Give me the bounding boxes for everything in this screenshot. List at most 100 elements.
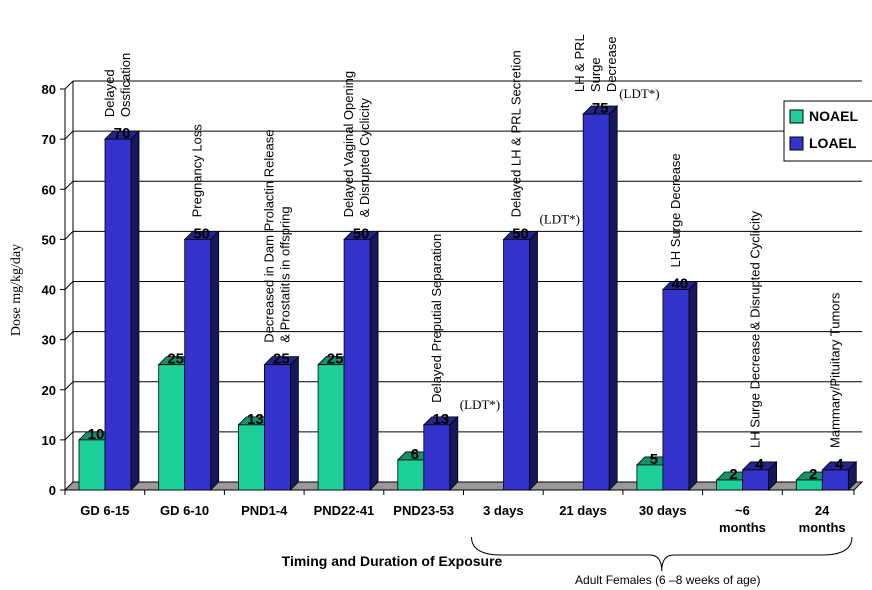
gridline-depth — [64, 331, 74, 340]
gridline-depth — [64, 180, 74, 190]
bar-front — [636, 464, 664, 491]
annotation-text: LH Surge Decrease — [668, 153, 683, 267]
y-tick-label: 0 — [49, 483, 56, 498]
x-tick-label: PND23-53 — [393, 503, 454, 518]
annotation-text: Mammary/Pituitary Tumors — [827, 292, 842, 448]
bar — [343, 230, 380, 491]
legend-swatch — [789, 109, 804, 124]
data-label: 50 — [353, 225, 370, 242]
data-label: 2 — [809, 466, 817, 483]
gridline-depth — [64, 80, 74, 90]
y-tick-label: 80 — [42, 82, 56, 97]
bracket-label: Adult Females (6 –8 weeks of age) — [575, 573, 760, 587]
x-tick-label: GD 6-10 — [160, 503, 209, 518]
bar-series: 10 70 25 50 13 25 25 50 6 13 50 75 5 40 2 4 2 4 — [78, 100, 858, 491]
bar-front — [423, 424, 451, 491]
x-axis: GD 6-15 GD 6-10 PND1-4 PND22-41 PND23-53 3 da… — [64, 489, 855, 535]
bar-front — [503, 238, 530, 491]
x-tick-label: ~6 — [735, 503, 750, 518]
bar-front — [158, 364, 186, 491]
annotation-text: Decreased in Dam Prolactin Release — [261, 130, 276, 343]
bar-side — [529, 230, 538, 491]
data-label: 10 — [88, 426, 105, 443]
adult-females-bracket: Adult Females (6 –8 weeks of age) — [471, 536, 853, 587]
bar — [582, 105, 619, 491]
data-label: 13 — [432, 411, 449, 428]
bar-front — [821, 469, 849, 491]
y-tick-label: 40 — [42, 283, 56, 298]
data-label: 25 — [167, 351, 184, 368]
bar-front — [184, 238, 212, 491]
annotation-text: Pregnancy Loss — [190, 124, 205, 218]
x-tick-label: 21 days — [559, 503, 607, 518]
annotation-text: Delayed — [102, 69, 117, 117]
data-label: 13 — [247, 411, 264, 428]
gridline-depth — [64, 281, 74, 290]
bar-side — [130, 130, 140, 491]
x-tick-label: 3 days — [483, 503, 523, 518]
bar-side — [688, 280, 698, 491]
x-tick-label: months — [799, 520, 846, 535]
bar — [821, 460, 858, 491]
bar — [502, 230, 539, 491]
annotation-text: Delayed Vaginal Opening — [341, 71, 356, 217]
annotation-text: Delayed Preputial Separation — [429, 234, 444, 403]
data-label: 2 — [729, 466, 737, 483]
bracket-line — [471, 536, 853, 572]
bar-side — [369, 230, 379, 491]
y-tick-label: 60 — [42, 182, 56, 197]
bar-side — [608, 105, 618, 491]
data-label: 50 — [193, 225, 210, 242]
data-label: 70 — [114, 125, 131, 142]
annotation-text: Delayed LH & PRL Secretion — [509, 50, 524, 217]
annotation-text: Surge — [588, 57, 603, 92]
y-tick-label: 70 — [42, 132, 56, 147]
bar — [422, 415, 459, 491]
data-label: 25 — [273, 351, 290, 368]
annotation-text: Decrease — [604, 36, 619, 92]
annotation-text: Ossfication — [118, 53, 133, 117]
bar-side — [449, 415, 459, 491]
data-label: 5 — [650, 451, 658, 468]
bar-front — [104, 138, 132, 491]
gridline-depth — [64, 130, 74, 140]
data-label: 4 — [835, 456, 844, 473]
gridline-depth — [64, 231, 74, 240]
y-tick-label: 30 — [42, 333, 56, 348]
annotations: Delayed Ossfication Pregnancy Loss Decrease… — [102, 34, 842, 448]
ldt-label: (LDT*) — [619, 86, 659, 101]
data-label: 6 — [411, 446, 419, 463]
bar-front — [582, 113, 610, 491]
legend-label: NOAEL — [809, 108, 858, 124]
annotation-text: & Prostatitis in offspring — [277, 206, 292, 342]
data-label: 25 — [327, 351, 344, 368]
annotation-text: LH Surge Decrease & Disrupted Cyclicity — [748, 210, 763, 447]
ldt-label: (LDT*) — [460, 397, 500, 412]
legend: NOAEL LOAEL — [783, 100, 872, 162]
data-label: 75 — [592, 100, 609, 117]
data-label: 40 — [672, 276, 689, 293]
bar-front — [263, 364, 291, 491]
y-tick-label: 10 — [42, 433, 56, 448]
bar-side — [210, 230, 220, 491]
bar-front — [742, 469, 769, 491]
gridline-depth — [64, 381, 74, 391]
legend-label: LOAEL — [809, 135, 857, 151]
x-tick-label: 30 days — [639, 503, 687, 518]
bar-side — [289, 355, 299, 491]
bar-front — [397, 459, 425, 491]
y-axis: 0 10 20 30 40 50 60 70 80 — [42, 81, 74, 498]
bar — [741, 460, 778, 491]
bar-front — [237, 424, 265, 491]
x-axis-title: Timing and Duration of Exposure — [282, 553, 503, 569]
x-tick-label: PND22-41 — [314, 503, 375, 518]
legend-swatch — [789, 136, 804, 151]
y-axis-title: Dose mg/kg/day — [9, 244, 24, 336]
annotation-text: LH & PRL — [572, 34, 587, 92]
data-label: 4 — [755, 456, 764, 473]
y-tick-label: 20 — [42, 383, 56, 398]
x-tick-label: GD 6-15 — [80, 503, 129, 518]
bar — [183, 230, 220, 491]
annotation-text: & Disrupted Cyclicity — [357, 98, 372, 218]
